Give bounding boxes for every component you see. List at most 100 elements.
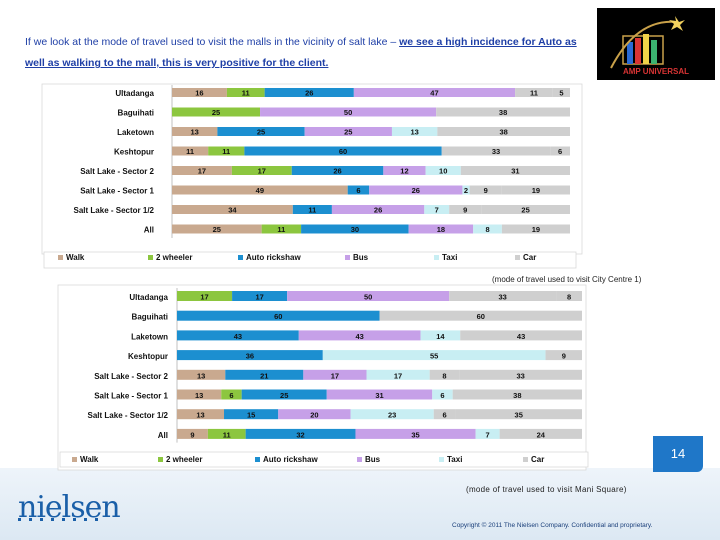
bar-value-label: 6: [558, 147, 562, 156]
amp-universal-logo: AMP UNIVERSAL: [597, 8, 715, 80]
bar-value-label: 6: [440, 391, 444, 400]
bar-value-label: 11: [223, 430, 231, 439]
nielsen-logo: nielsen: [18, 490, 121, 525]
bar-value-label: 25: [213, 225, 221, 234]
bar-value-label: 6: [443, 411, 447, 420]
bar-segment-2-wheeler: [207, 428, 246, 439]
bar-value-label: 26: [412, 186, 420, 195]
legend-label: Taxi: [447, 455, 462, 464]
bar-value-label: 13: [195, 391, 203, 400]
bar-segment-car: [501, 224, 570, 234]
bar-segment-other: [501, 185, 570, 195]
bar-value-label: 25: [257, 128, 265, 137]
bar-segment-car: [460, 330, 582, 341]
bar-value-label: 60: [339, 147, 347, 156]
legend-box: [59, 451, 589, 468]
bar-value-label: 8: [442, 371, 446, 380]
bar-value-label: 25: [344, 128, 352, 137]
bar-value-label: 12: [400, 167, 408, 176]
legend-swatch: [255, 457, 260, 462]
bar-value-label: 35: [515, 411, 523, 420]
bar-value-label: 11: [222, 147, 230, 156]
legend-swatch: [238, 255, 243, 260]
bar-segment-auto-rickshaw: [225, 369, 304, 380]
bar-segment-2-wheeler: [172, 107, 261, 117]
bar-segment-auto-rickshaw: [301, 224, 409, 234]
bar-segment-walk: [172, 88, 227, 97]
bar-segment-bus: [369, 185, 463, 195]
chart-mani-square-caption: (mode of travel used to visit Mani Squar…: [466, 485, 627, 494]
category-label: Salt Lake - Sector 1/2: [88, 411, 169, 420]
category-label: Baguihati: [132, 313, 168, 322]
bar-segment-other: [556, 291, 582, 301]
bar-value-label: 13: [410, 128, 418, 137]
nielsen-dots: [18, 518, 98, 521]
bar-segment-car: [460, 166, 570, 175]
bar-value-label: 17: [394, 371, 402, 380]
bar-segment-car: [449, 291, 557, 301]
bar-value-label: 8: [567, 293, 571, 302]
bar-segment-car: [437, 127, 570, 136]
bar-value-label: 30: [351, 225, 359, 234]
bar-value-label: 43: [356, 332, 364, 341]
bar-segment-walk: [172, 205, 293, 214]
bar-segment-other: [552, 88, 570, 97]
bar-value-label: 32: [296, 430, 304, 439]
bar-value-label: 55: [430, 352, 438, 361]
bar-segment-auto-rickshaw: [264, 88, 354, 97]
legend-swatch: [515, 255, 520, 260]
bar-segment-taxi: [366, 369, 430, 380]
category-label: Ultadanga: [129, 293, 168, 302]
bar-segment-taxi: [425, 166, 461, 175]
legend-box: [43, 251, 577, 269]
bar-segment-other: [481, 205, 570, 214]
bar-segment-taxi: [462, 185, 470, 195]
bar-value-label: 34: [228, 206, 237, 215]
bar-value-label: 13: [196, 411, 204, 420]
bar-value-label: 11: [277, 225, 285, 234]
headline-text: If we look at the mode of travel used to…: [25, 36, 400, 48]
bar-value-label: 43: [234, 332, 242, 341]
bar-segment-walk: [172, 166, 232, 175]
bar-value-label: 26: [305, 89, 313, 98]
legend-swatch: [345, 255, 350, 260]
bar-value-label: 18: [437, 225, 445, 234]
bar-segment-auto-rickshaw: [244, 146, 442, 156]
bar-segment-walk: [172, 146, 209, 156]
bar-segment-taxi: [432, 389, 453, 400]
category-label: Salt Lake - Sector 1/2: [74, 206, 155, 215]
bar-segment-auto-rickshaw: [177, 330, 299, 341]
bar-segment-bus: [287, 291, 450, 301]
bar-value-label: 23: [388, 411, 396, 420]
legend-label: Bus: [365, 455, 381, 464]
bar-value-label: 17: [331, 371, 339, 380]
legend-label: Walk: [80, 455, 99, 464]
bar-segment-2-wheeler: [261, 224, 302, 234]
bar-segment-bus: [331, 205, 425, 214]
bar-value-label: 26: [333, 167, 341, 176]
category-label: Salt Lake - Sector 2: [80, 167, 154, 176]
bar-segment-other: [550, 146, 570, 156]
bar-segment-2-wheeler: [226, 88, 265, 97]
bar-segment-other: [459, 369, 582, 380]
bar-value-label: 25: [212, 108, 220, 117]
bar-segment-auto-rickshaw: [177, 350, 323, 361]
bar-value-label: 16: [195, 89, 203, 98]
bar-segment-auto-rickshaw: [232, 291, 288, 301]
bar-value-label: 6: [356, 186, 360, 195]
bar-value-label: 9: [562, 352, 566, 361]
bar-segment-bus: [298, 330, 421, 341]
bar-segment-auto-rickshaw: [245, 428, 356, 439]
bar-segment-2-wheeler: [221, 389, 242, 400]
bar-value-label: 60: [274, 312, 282, 321]
bar-segment-bus: [304, 127, 392, 136]
bar-segment-car: [499, 428, 582, 439]
bar-value-label: 60: [477, 312, 485, 321]
legend-label: Auto rickshaw: [263, 455, 318, 464]
legend-label: Walk: [66, 253, 85, 262]
bar-segment-bus: [383, 166, 426, 175]
bar-segment-2-wheeler: [231, 166, 292, 175]
bar-value-label: 21: [260, 371, 268, 380]
